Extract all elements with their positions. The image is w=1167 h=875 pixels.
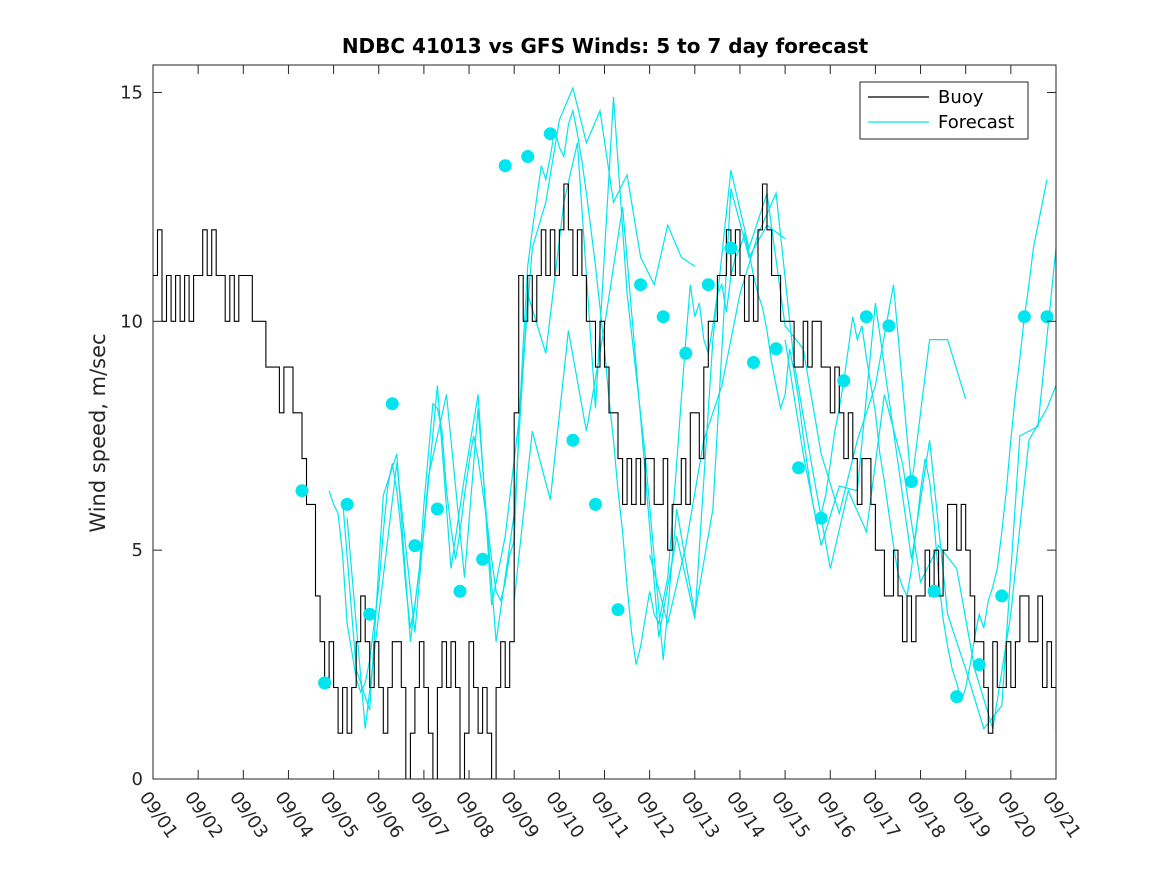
forecast-marker bbox=[340, 497, 354, 511]
legend-buoy-label: Buoy bbox=[938, 87, 984, 108]
forecast-marker bbox=[408, 539, 422, 553]
forecast-marker bbox=[747, 356, 760, 369]
forecast-marker bbox=[882, 319, 896, 333]
forecast-marker bbox=[498, 159, 512, 173]
y-tick-label: 0 bbox=[132, 769, 143, 790]
forecast-marker bbox=[521, 150, 535, 163]
forecast-series-5 bbox=[649, 190, 1056, 729]
buoy-series bbox=[153, 183, 1056, 779]
forecast-marker bbox=[634, 278, 648, 292]
forecast-marker bbox=[905, 475, 918, 488]
forecast-marker bbox=[814, 511, 828, 525]
forecast-marker bbox=[363, 607, 377, 621]
chart-title: NDBC 41013 vs GFS Winds: 5 to 7 day fore… bbox=[342, 34, 869, 58]
forecast-marker bbox=[385, 397, 399, 411]
forecast-marker bbox=[972, 658, 986, 672]
forecast-marker bbox=[995, 589, 1009, 603]
forecast-marker bbox=[837, 374, 851, 388]
forecast-marker bbox=[769, 342, 783, 356]
plot-content bbox=[153, 85, 1056, 779]
y-tick-label: 15 bbox=[120, 82, 143, 103]
y-tick-label: 5 bbox=[132, 540, 143, 561]
forecast-series-2 bbox=[342, 85, 696, 711]
forecast-marker bbox=[453, 584, 467, 598]
forecast-series-6 bbox=[784, 248, 1056, 730]
forecast-marker bbox=[701, 278, 715, 292]
forecast-marker bbox=[859, 310, 873, 324]
forecast-marker bbox=[566, 433, 580, 447]
forecast-marker bbox=[295, 484, 309, 498]
forecast-marker bbox=[1040, 310, 1054, 324]
forecast-marker bbox=[589, 497, 602, 511]
forecast-marker bbox=[679, 346, 693, 360]
legend: Buoy Forecast bbox=[859, 81, 1029, 140]
forecast-marker bbox=[476, 552, 490, 566]
forecast-marker bbox=[318, 676, 332, 690]
forecast-marker bbox=[656, 310, 670, 324]
forecast-marker bbox=[543, 127, 557, 141]
forecast-marker bbox=[1017, 310, 1031, 324]
forecast-marker bbox=[430, 502, 444, 516]
forecast-marker bbox=[611, 603, 625, 617]
legend-forecast-label: Forecast bbox=[938, 112, 1014, 133]
forecast-marker bbox=[927, 584, 941, 598]
y-tick-label: 10 bbox=[120, 311, 143, 332]
y-axis-label: Wind speed, m/sec bbox=[86, 333, 110, 532]
forecast-series-1 bbox=[328, 108, 1048, 704]
forecast-marker bbox=[724, 241, 738, 255]
legend-box bbox=[859, 81, 1029, 140]
forecast-marker bbox=[792, 461, 806, 475]
forecast-marker bbox=[950, 690, 964, 704]
forecast-series-4 bbox=[513, 170, 967, 638]
